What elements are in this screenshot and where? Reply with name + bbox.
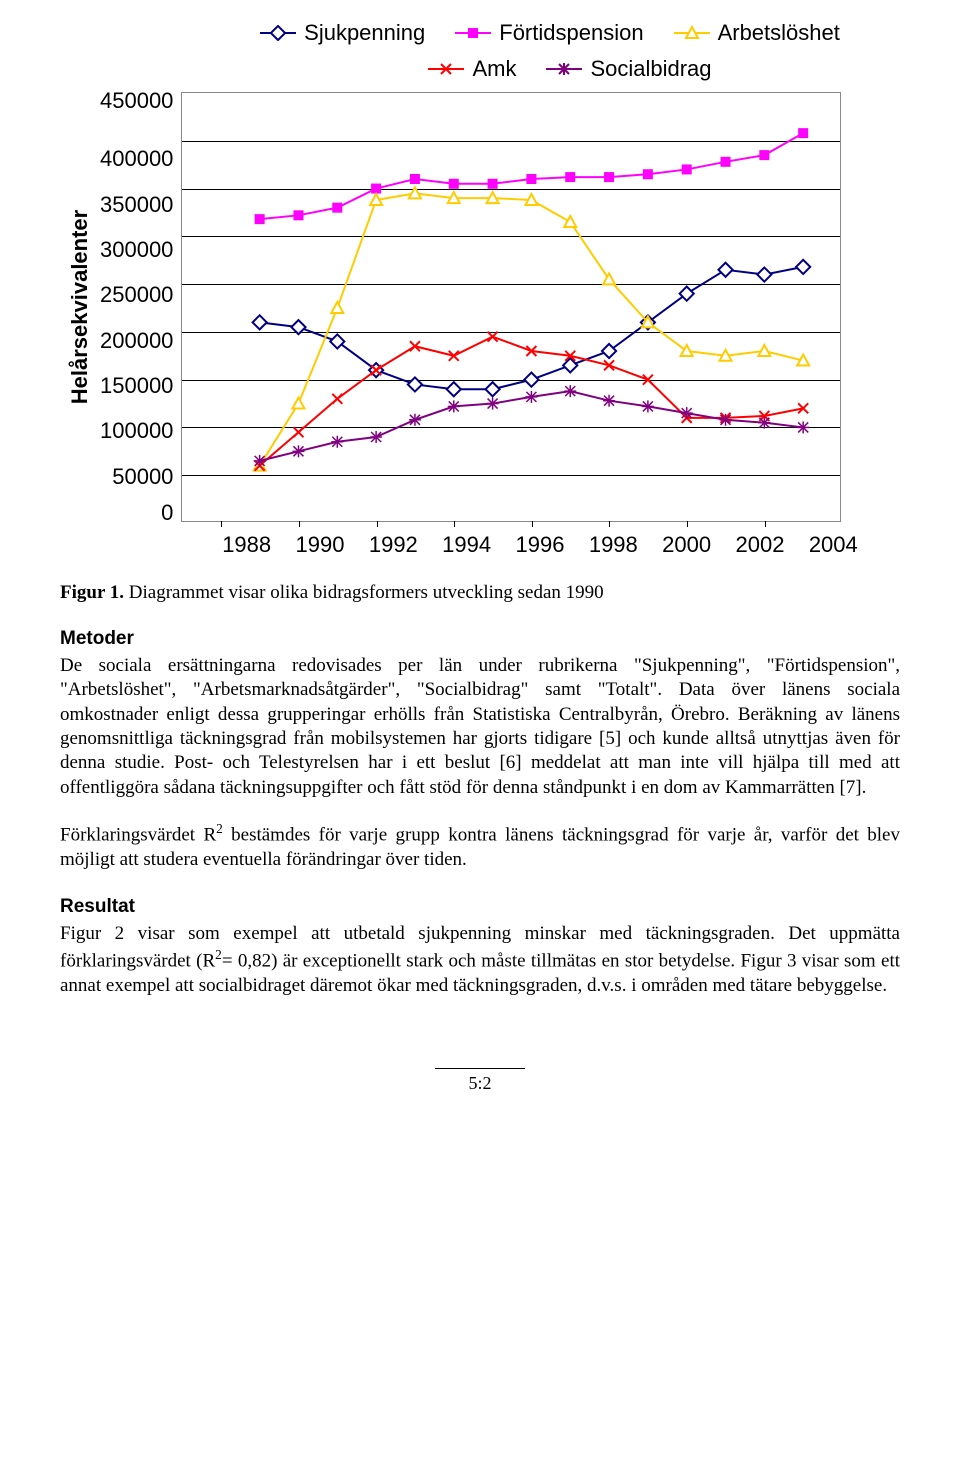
section-heading-resultat: Resultat — [60, 896, 900, 918]
y-tick-label: 100000 — [100, 420, 173, 442]
x-tick-label: 1988 — [222, 532, 271, 558]
square-icon — [455, 23, 491, 43]
y-tick-label: 250000 — [100, 284, 173, 306]
x-icon — [428, 59, 464, 79]
body-paragraph: Figur 2 visar som exempel att utbetald s… — [60, 922, 900, 998]
x-tick-label: 2004 — [809, 532, 858, 558]
x-tick-label: 2002 — [735, 532, 784, 558]
plot-area — [181, 92, 841, 522]
page-number: 5:2 — [435, 1068, 525, 1094]
y-axis-label-wrap: Helårsekvivalenter — [60, 92, 100, 522]
legend-label: Sjukpenning — [304, 20, 425, 46]
x-tick-label: 1994 — [442, 532, 491, 558]
chart-legend: Sjukpenning Förtidspension Arbetslöshet … — [60, 20, 900, 82]
body-paragraph: De sociala ersättningarna redovisades pe… — [60, 654, 900, 800]
legend-label: Arbetslöshet — [718, 20, 840, 46]
section-heading-metoder: Metoder — [60, 628, 900, 650]
legend-item: Arbetslöshet — [674, 20, 840, 46]
x-tick-label: 1990 — [296, 532, 345, 558]
legend-item: Amk — [428, 56, 516, 82]
y-tick-label: 200000 — [100, 330, 173, 352]
star-icon — [546, 59, 582, 79]
text-span: Förklaringsvärdet R — [60, 824, 216, 845]
x-tick-label: 1998 — [589, 532, 638, 558]
legend-item: Förtidspension — [455, 20, 643, 46]
body-paragraph: Förklaringsvärdet R2 bestämdes för varje… — [60, 820, 900, 872]
x-axis-ticks: 1988 1990 1992 1994 1996 1998 2000 2002 2004 — [210, 532, 870, 558]
legend-item: Sjukpenning — [260, 20, 425, 46]
y-axis-label: Helårsekvivalenter — [67, 210, 93, 404]
figure-caption: Figur 1. Diagrammet visar olika bidragsf… — [60, 582, 900, 604]
y-tick-label: 300000 — [100, 239, 173, 261]
y-tick-label: 350000 — [100, 194, 173, 216]
triangle-icon — [674, 23, 710, 43]
chart-svg — [182, 93, 842, 523]
chart: Helårsekvivalenter 450000 400000 350000 300… — [60, 92, 900, 522]
x-tick-label: 1992 — [369, 532, 418, 558]
legend-label: Amk — [472, 56, 516, 82]
caption-label: Figur 1. — [60, 582, 124, 603]
x-tick-label: 1996 — [516, 532, 565, 558]
y-tick-label: 0 — [100, 502, 173, 524]
superscript: 2 — [215, 947, 222, 962]
legend-label: Socialbidrag — [590, 56, 711, 82]
y-tick-label: 150000 — [100, 375, 173, 397]
y-tick-label: 400000 — [100, 148, 173, 170]
superscript: 2 — [216, 821, 223, 836]
legend-item: Socialbidrag — [546, 56, 711, 82]
y-tick-label: 50000 — [100, 466, 173, 488]
diamond-icon — [260, 23, 296, 43]
legend-label: Förtidspension — [499, 20, 643, 46]
caption-text: Diagrammet visar olika bidragsformers ut… — [124, 582, 604, 603]
x-tick-label: 2000 — [662, 532, 711, 558]
y-tick-label: 450000 — [100, 90, 173, 112]
y-axis-ticks: 450000 400000 350000 300000 250000 200000 1500… — [100, 92, 181, 522]
